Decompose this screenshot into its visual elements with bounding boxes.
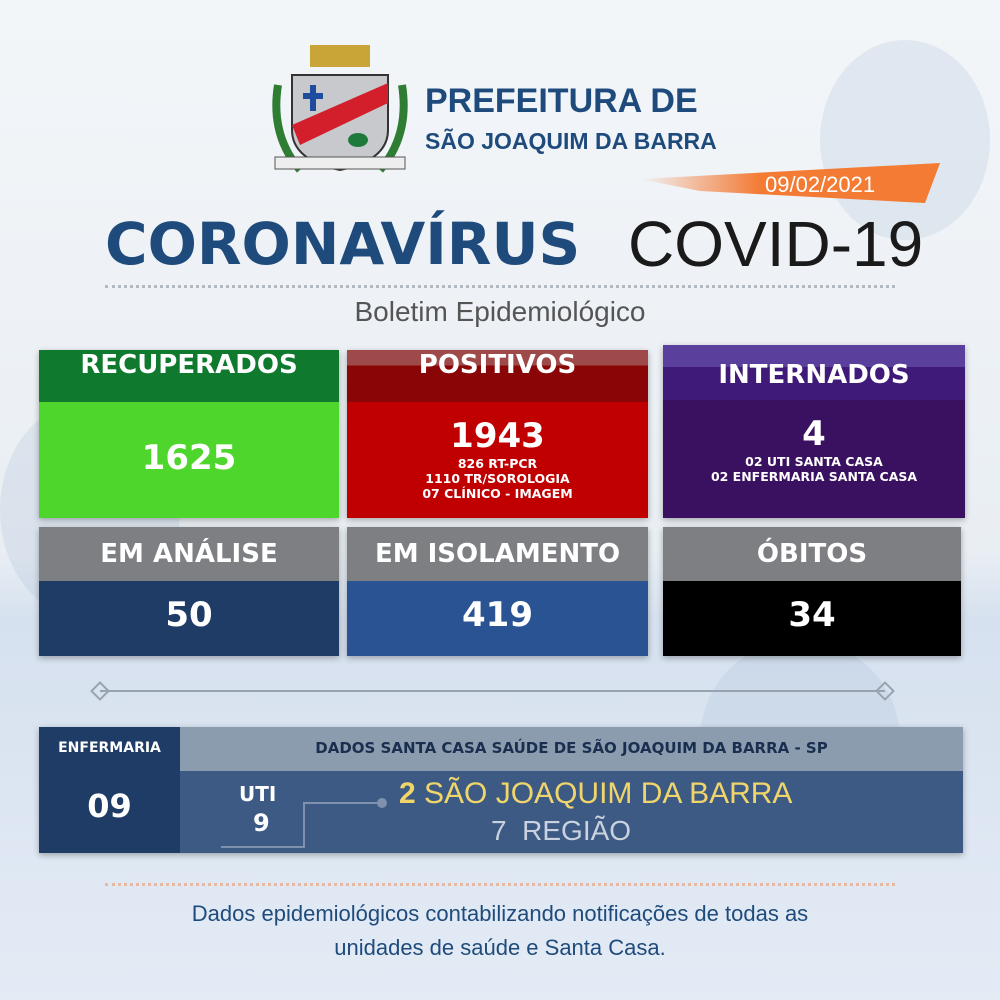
card-value: 1943 — [450, 416, 545, 456]
uti-label: UTI — [239, 782, 277, 806]
dotted-divider — [105, 883, 895, 886]
enfermaria-column — [39, 727, 180, 853]
enfermaria-label: ENFERMARIA — [58, 740, 161, 756]
bulletin-date: 09/02/2021 — [765, 172, 876, 197]
enfermaria-value: 09 — [87, 787, 132, 825]
card-value: 50 — [165, 595, 213, 635]
region-uti-line: 7 REGIÃO — [491, 815, 631, 847]
city-coat-of-arms-logo — [272, 45, 408, 173]
headline-covid: COVID-19 — [628, 208, 924, 280]
card-label: ÓBITOS — [663, 527, 961, 581]
footer-note: Dados epidemiológicos contabilizando not… — [0, 897, 1000, 965]
card-label: POSITIVOS — [347, 350, 648, 402]
panel-title: DADOS SANTA CASA SAÚDE DE SÃO JOAQUIM DA… — [315, 739, 828, 757]
card-detail: 02 UTI SANTA CASA — [745, 454, 883, 469]
local-uti-line: 2 SÃO JOAQUIM DA BARRA — [399, 777, 792, 811]
panel-body — [180, 771, 963, 853]
dotted-divider — [105, 285, 895, 288]
local-count: 2 — [399, 777, 416, 810]
region-name: REGIÃO — [522, 815, 632, 846]
card-value: 1625 — [141, 438, 237, 478]
card-detail: 07 CLÍNICO - IMAGEM — [422, 486, 573, 501]
footer-line: unidades de saúde e Santa Casa. — [334, 935, 666, 960]
card-positivos: POSITIVOS 1943 826 RT-PCR 1110 TR/SOROLO… — [347, 350, 648, 518]
footer-line: Dados epidemiológicos contabilizando not… — [191, 901, 809, 926]
card-value: 419 — [462, 595, 533, 635]
connector-line — [221, 798, 387, 848]
card-detail: 826 RT-PCR — [457, 456, 538, 471]
panel-header — [180, 727, 963, 771]
card-label: INTERNADOS — [663, 345, 965, 400]
card-recuperados: RECUPERADOS 1625 — [39, 350, 339, 518]
local-name: SÃO JOAQUIM DA BARRA — [424, 777, 793, 810]
diamond-divider — [90, 681, 895, 701]
region-count: 7 — [491, 815, 507, 846]
card-obitos: ÓBITOS 34 — [663, 527, 961, 656]
prefeitura-title: PREFEITURA DE — [425, 82, 698, 120]
card-label: EM ANÁLISE — [39, 527, 339, 581]
card-value: 4 — [802, 414, 826, 454]
subtitle: Boletim Epidemiológico — [354, 296, 646, 327]
card-detail: 02 ENFERMARIA SANTA CASA — [710, 469, 918, 484]
card-label: EM ISOLAMENTO — [347, 527, 648, 581]
card-internados: INTERNADOS 4 02 UTI SANTA CASA 02 ENFERM… — [663, 345, 965, 518]
card-em-isolamento: EM ISOLAMENTO 419 — [347, 527, 648, 656]
card-label: RECUPERADOS — [39, 350, 339, 402]
virus-background — [820, 40, 990, 240]
card-em-analise: EM ANÁLISE 50 — [39, 527, 339, 656]
uti-value: 9 — [253, 809, 270, 837]
santa-casa-panel: ENFERMARIA 09 DADOS SANTA CASA SAÚDE DE … — [39, 727, 963, 853]
city-name: SÃO JOAQUIM DA BARRA — [425, 128, 717, 154]
card-value: 34 — [788, 595, 836, 635]
card-detail: 1110 TR/SOROLOGIA — [425, 471, 570, 486]
headline-coronavirus: CORONAVÍRUS — [105, 210, 581, 278]
